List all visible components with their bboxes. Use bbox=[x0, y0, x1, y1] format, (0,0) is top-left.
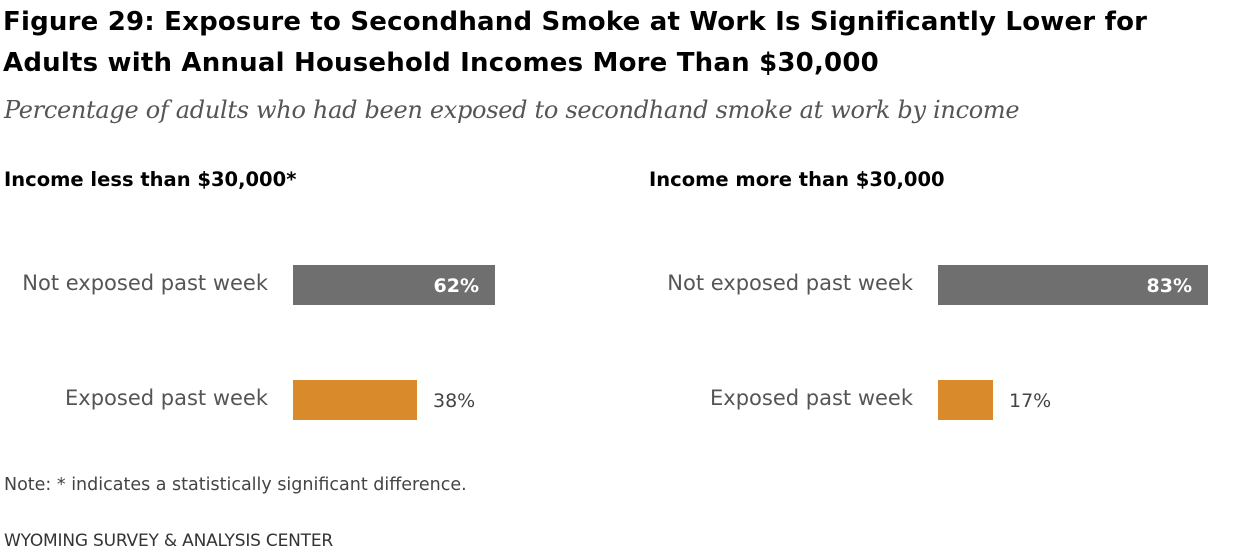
panel-title-left: Income less than $30,000* bbox=[4, 168, 297, 191]
category-label-not-exposed-right: Not exposed past week bbox=[667, 271, 913, 295]
value-label-not-exposed-left: 62% bbox=[433, 275, 479, 297]
bar-not-exposed-right bbox=[938, 265, 1208, 305]
bar-exposed-right bbox=[938, 380, 993, 420]
category-label-not-exposed-left: Not exposed past week bbox=[22, 271, 268, 295]
value-label-exposed-right: 17% bbox=[1009, 390, 1052, 412]
footnote: Note: * indicates a statistically signif… bbox=[4, 475, 467, 495]
source-credit: WYOMING SURVEY & ANALYSIS CENTER bbox=[4, 531, 333, 551]
panel-title-right: Income more than $30,000 bbox=[649, 168, 945, 191]
bar-not-exposed-left bbox=[293, 265, 495, 305]
category-label-exposed-right: Exposed past week bbox=[710, 386, 913, 410]
category-label-exposed-left: Exposed past week bbox=[65, 386, 268, 410]
chart-subtitle: Percentage of adults who had been expose… bbox=[4, 96, 1020, 124]
bar-exposed-left bbox=[293, 380, 417, 420]
chart-title: Figure 29: Exposure to Secondhand Smoke … bbox=[3, 7, 1148, 78]
value-label-not-exposed-right: 83% bbox=[1146, 275, 1192, 297]
value-label-exposed-left: 38% bbox=[433, 390, 476, 412]
